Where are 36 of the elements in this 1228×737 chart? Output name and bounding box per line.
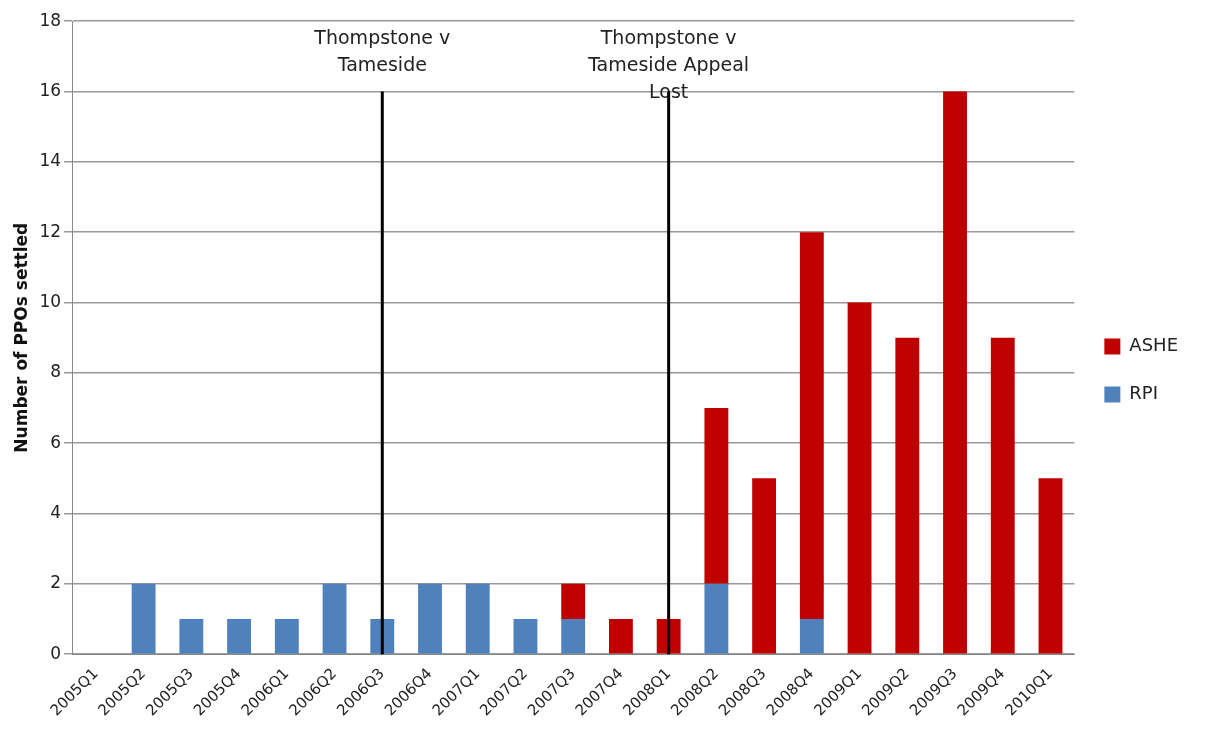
bar — [608, 619, 633, 654]
bar — [131, 583, 156, 654]
bar — [179, 619, 204, 654]
bar — [799, 232, 824, 620]
y-axis-title: Number of PPOs settled — [10, 222, 31, 453]
bar — [1038, 478, 1063, 654]
bar — [274, 619, 299, 654]
bar — [943, 91, 967, 654]
bar — [561, 619, 586, 654]
y-tick-label: 4 — [50, 501, 62, 522]
y-tick-label: 6 — [50, 431, 62, 452]
y-tick-label: 18 — [39, 9, 62, 30]
bar — [752, 478, 777, 654]
bar — [704, 583, 729, 654]
y-tick-label: 8 — [50, 361, 62, 382]
bar — [561, 583, 586, 620]
legend-label: ASHE — [1129, 334, 1179, 356]
y-tick-label: 10 — [39, 290, 62, 311]
bar — [227, 619, 252, 654]
ref-line-label: Thompstone v Tameside — [313, 25, 451, 75]
bar — [418, 583, 442, 654]
bar — [704, 408, 729, 584]
bar — [895, 337, 920, 654]
y-tick-label: 12 — [39, 220, 62, 241]
y-tick-label: 0 — [50, 642, 62, 663]
legend-label: RPI — [1129, 382, 1159, 404]
y-tick-label: 2 — [50, 572, 62, 593]
ref-line-label: Thompstone v Tameside Appeal Lost — [587, 25, 750, 102]
bar — [990, 337, 1015, 654]
y-tick-label: 14 — [39, 150, 62, 171]
bar — [513, 619, 538, 654]
bar — [322, 583, 347, 654]
bar — [465, 583, 490, 654]
bar — [799, 619, 824, 654]
y-tick-label: 16 — [39, 79, 62, 100]
bar — [847, 302, 872, 654]
